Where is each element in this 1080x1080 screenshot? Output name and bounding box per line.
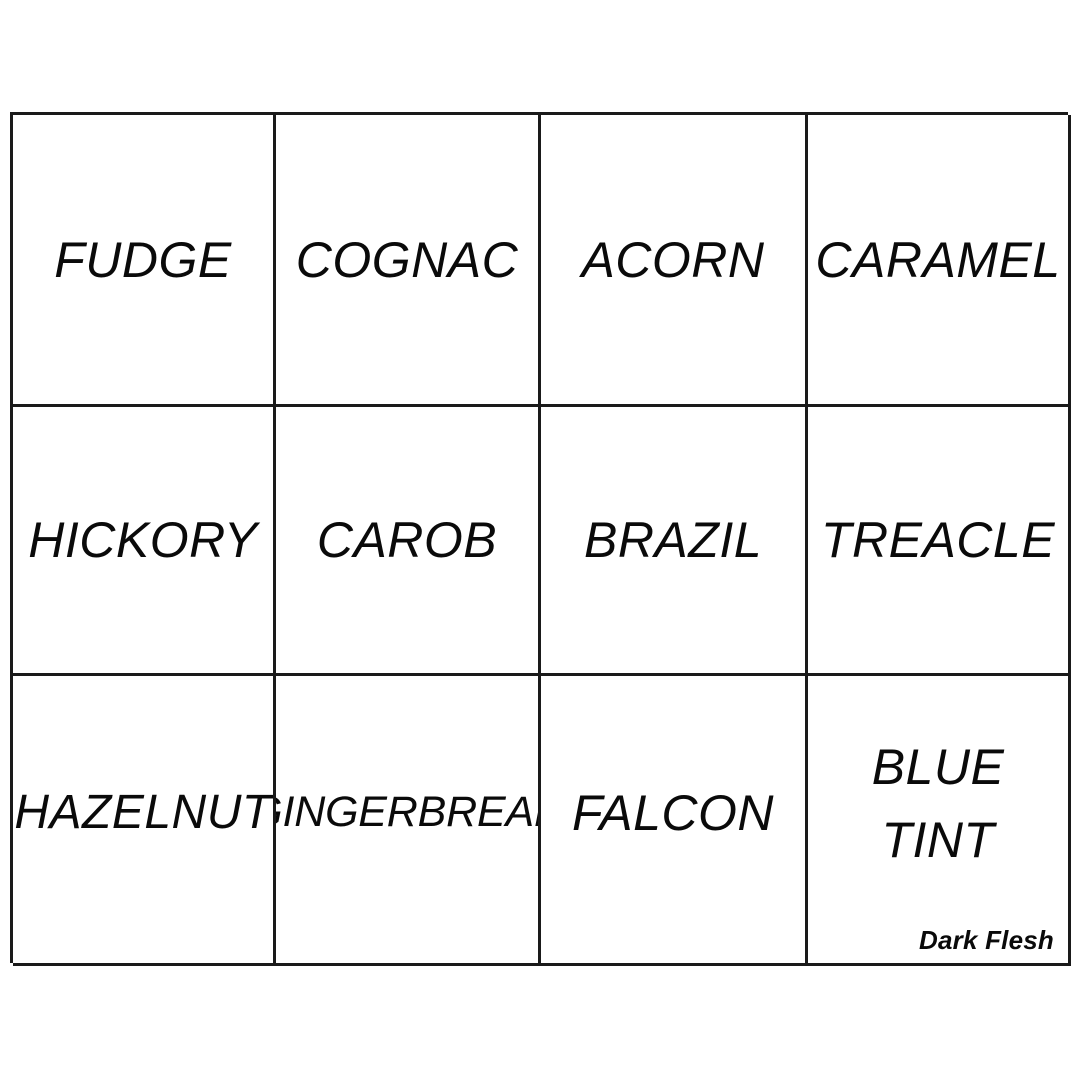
- swatch-cell-gingerbread[interactable]: GINGERBREAD: [276, 676, 541, 966]
- corner-annotation: Dark Flesh: [919, 925, 1054, 955]
- swatch-label: FUDGE: [54, 231, 232, 288]
- swatch-cell-carob[interactable]: CAROB: [276, 407, 541, 676]
- swatch-cell-hickory[interactable]: HICKORY: [13, 407, 276, 676]
- swatch-label-line-2: TINT: [881, 811, 995, 868]
- swatch-label: BLUE TINT: [872, 731, 1005, 877]
- swatch-label: BRAZIL: [583, 512, 763, 568]
- swatch-cell-acorn[interactable]: ACORN: [541, 115, 808, 407]
- swatch-label: ACORN: [581, 231, 765, 288]
- swatch-label: FALCON: [571, 784, 775, 841]
- swatch-cell-caramel[interactable]: CARAMEL: [808, 115, 1071, 407]
- swatch-label: HICKORY: [28, 512, 258, 568]
- swatch-cell-cognac[interactable]: COGNAC: [276, 115, 541, 407]
- swatch-label: GINGERBREAD: [276, 788, 538, 837]
- swatch-label: CARAMEL: [815, 231, 1061, 288]
- swatch-label: CAROB: [316, 512, 498, 568]
- swatch-label: TREACLE: [820, 512, 1056, 568]
- swatch-label-line-1: BLUE: [871, 738, 1005, 795]
- swatch-cell-blue-tint[interactable]: BLUE TINT Dark Flesh: [808, 676, 1071, 966]
- swatch-cell-hazelnut[interactable]: HAZELNUT: [13, 676, 276, 966]
- swatch-cell-brazil[interactable]: BRAZIL: [541, 407, 808, 676]
- swatch-grid: FUDGE COGNAC ACORN CARAMEL HICKORY CAROB…: [10, 112, 1071, 966]
- swatch-cell-treacle[interactable]: TREACLE: [808, 407, 1071, 676]
- swatch-label: COGNAC: [295, 231, 519, 288]
- swatch-label: HAZELNUT: [14, 785, 272, 839]
- swatch-cell-falcon[interactable]: FALCON: [541, 676, 808, 966]
- swatch-cell-fudge[interactable]: FUDGE: [13, 115, 276, 407]
